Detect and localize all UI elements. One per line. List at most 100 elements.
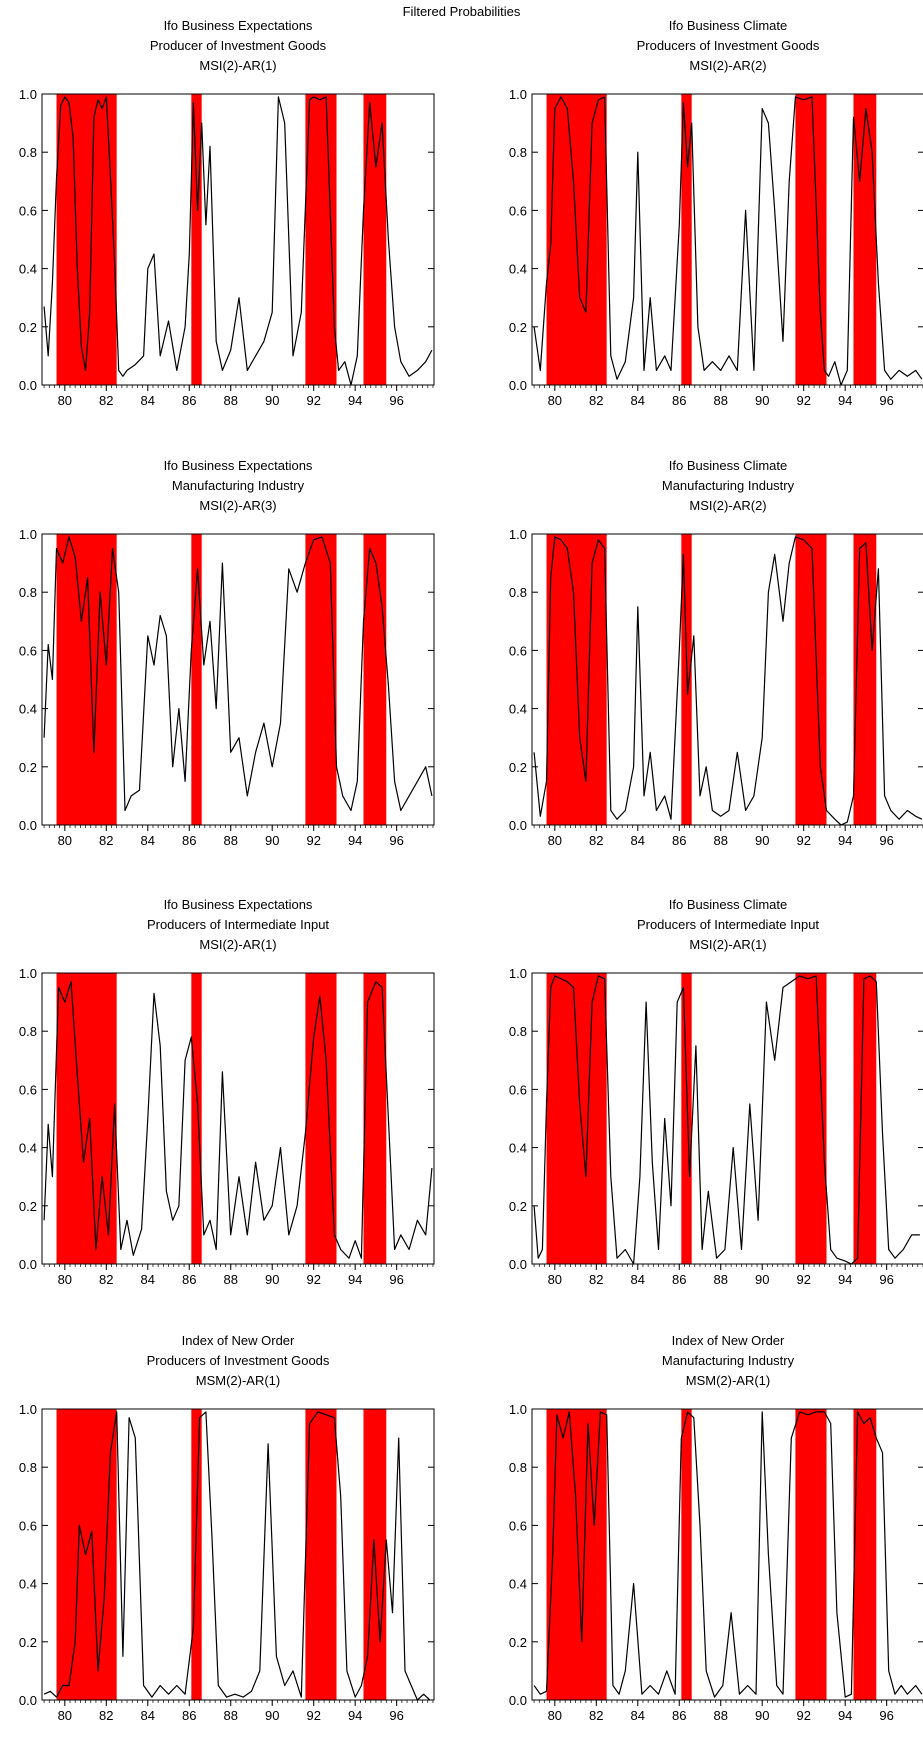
chart-title-line: MSI(2)-AR(1): [199, 937, 276, 952]
y-tick-label: 0.6: [509, 1082, 527, 1097]
y-tick-label: 0.2: [509, 1635, 527, 1650]
chart-title-line: MSM(2)-AR(1): [686, 1373, 771, 1388]
x-tick-label: 86: [672, 393, 686, 408]
y-tick-label: 1.0: [509, 966, 527, 981]
chart-title-line: Index of New Order: [182, 1333, 295, 1348]
x-tick-label: 88: [224, 833, 238, 848]
x-tick-label: 88: [714, 1272, 728, 1287]
plot-frame: [531, 1408, 923, 1701]
y-tick-label: 0.0: [509, 1257, 527, 1272]
x-tick-label: 82: [99, 1272, 113, 1287]
x-tick-label: 80: [548, 1272, 562, 1287]
plot-frame: [41, 1408, 435, 1701]
x-tick-label: 92: [796, 1272, 810, 1287]
x-tick-label: 84: [141, 393, 155, 408]
x-tick-label: 96: [879, 393, 893, 408]
shaded-region: [56, 973, 117, 1264]
x-tick-label: 88: [714, 393, 728, 408]
shaded-region: [853, 1409, 877, 1700]
shaded-region: [305, 973, 337, 1264]
y-tick-label: 0.8: [19, 585, 37, 600]
y-tick-label: 0.6: [19, 1518, 37, 1533]
x-tick-label: 86: [672, 1272, 686, 1287]
chart-8: Index of New Order Manufacturing Industry…: [509, 1333, 923, 1723]
y-tick-label: 1.0: [19, 1402, 37, 1417]
chart-6: Ifo Business Climate Producers of Interme…: [509, 897, 923, 1287]
x-tick-label: 92: [306, 1708, 320, 1723]
chart-title-line: Producers of Investment Goods: [147, 1353, 330, 1368]
shaded-region: [305, 534, 337, 825]
plot-frame: [531, 972, 923, 1265]
figure-title: Filtered Probabilities: [402, 4, 521, 19]
shaded-region: [795, 973, 827, 1264]
shaded-region: [56, 534, 117, 825]
chart-title-line: MSM(2)-AR(1): [196, 1373, 281, 1388]
x-tick-label: 90: [755, 833, 769, 848]
shaded-region: [56, 94, 117, 385]
x-tick-label: 88: [224, 393, 238, 408]
x-tick-label: 90: [265, 833, 279, 848]
x-tick-label: 94: [348, 1272, 362, 1287]
y-tick-label: 0.4: [19, 1577, 37, 1592]
y-tick-label: 0.6: [509, 643, 527, 658]
x-tick-label: 80: [58, 1272, 72, 1287]
x-tick-label: 94: [348, 833, 362, 848]
chart-title-line: Producers of Intermediate Input: [147, 917, 329, 932]
x-tick-label: 92: [306, 833, 320, 848]
y-tick-label: 0.6: [509, 203, 527, 218]
plot-frame: [41, 972, 435, 1265]
x-tick-label: 86: [182, 1272, 196, 1287]
x-tick-label: 90: [755, 393, 769, 408]
shaded-region: [363, 94, 387, 385]
x-tick-label: 92: [306, 1272, 320, 1287]
x-tick-label: 82: [99, 1708, 113, 1723]
x-tick-label: 94: [838, 393, 852, 408]
x-tick-label: 80: [58, 833, 72, 848]
y-tick-label: 0.0: [19, 1257, 37, 1272]
plot-frame: [41, 93, 435, 386]
y-tick-label: 0.8: [509, 585, 527, 600]
y-tick-label: 0.6: [19, 203, 37, 218]
x-tick-label: 86: [182, 833, 196, 848]
y-tick-label: 0.0: [509, 818, 527, 833]
x-tick-label: 84: [141, 833, 155, 848]
y-tick-label: 0.4: [509, 1141, 527, 1156]
chart-title-line: Producer of Investment Goods: [150, 38, 327, 53]
x-tick-label: 92: [796, 393, 810, 408]
x-tick-label: 96: [879, 1272, 893, 1287]
x-tick-label: 84: [631, 833, 645, 848]
chart-title-line: Index of New Order: [672, 1333, 785, 1348]
chart-7: Index of New Order Producers of Investmen…: [19, 1333, 435, 1723]
y-tick-label: 0.2: [19, 1635, 37, 1650]
x-tick-label: 88: [224, 1708, 238, 1723]
chart-title-line: Ifo Business Expectations: [164, 18, 313, 33]
chart-4: Ifo Business Climate Manufacturing Indust…: [509, 458, 923, 848]
y-tick-label: 0.4: [19, 1141, 37, 1156]
x-tick-label: 92: [306, 393, 320, 408]
x-tick-label: 96: [389, 1272, 403, 1287]
y-tick-label: 0.4: [19, 702, 37, 717]
x-tick-label: 94: [838, 1708, 852, 1723]
chart-title-line: MSI(2)-AR(2): [689, 498, 766, 513]
shaded-region: [191, 534, 202, 825]
chart-1: Ifo Business Expectations Producer of Inv…: [19, 18, 435, 408]
y-tick-label: 0.8: [19, 1024, 37, 1039]
x-tick-label: 82: [99, 393, 113, 408]
y-tick-label: 0.8: [509, 1460, 527, 1475]
probability-series-line: [533, 1411, 923, 1698]
chart-2: Ifo Business Climate Producers of Investm…: [509, 18, 923, 408]
probability-series-line: [43, 1411, 431, 1701]
y-tick-label: 0.8: [19, 145, 37, 160]
x-tick-label: 80: [548, 1708, 562, 1723]
y-tick-label: 0.2: [19, 1199, 37, 1214]
x-tick-label: 80: [58, 393, 72, 408]
x-tick-label: 82: [589, 393, 603, 408]
shaded-region: [795, 1409, 827, 1700]
x-tick-label: 82: [589, 833, 603, 848]
x-tick-label: 96: [389, 833, 403, 848]
x-tick-label: 90: [755, 1708, 769, 1723]
shaded-region: [795, 94, 827, 385]
shaded-region: [546, 534, 607, 825]
y-tick-label: 0.6: [19, 643, 37, 658]
x-tick-label: 86: [672, 1708, 686, 1723]
